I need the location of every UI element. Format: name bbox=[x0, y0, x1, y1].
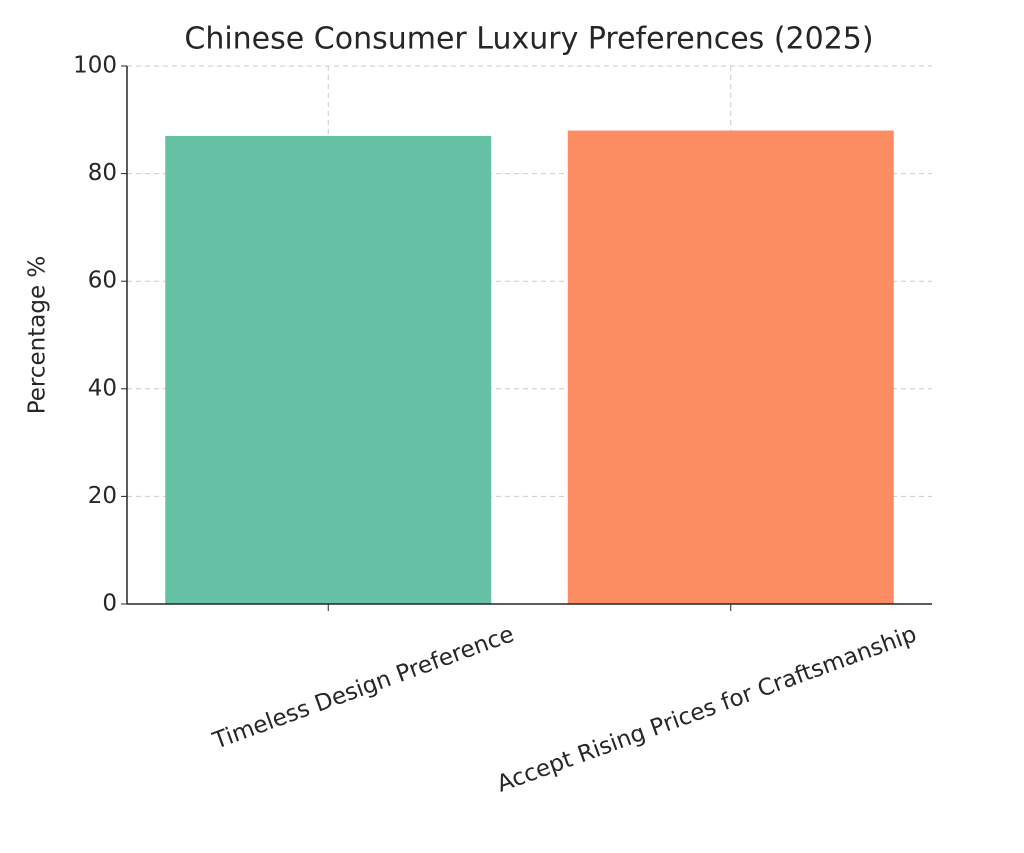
bar bbox=[165, 135, 492, 604]
y-tick-label: 40 bbox=[88, 375, 117, 401]
y-axis-label: Percentage % bbox=[25, 256, 51, 415]
y-tick-label: 0 bbox=[102, 591, 117, 617]
y-tick-label: 80 bbox=[88, 160, 117, 186]
x-tick-label: Accept Rising Prices for Craftsmanship bbox=[494, 621, 920, 797]
x-tick-label: Timeless Design Preference bbox=[209, 621, 518, 755]
bar bbox=[567, 130, 894, 604]
y-tick-label: 100 bbox=[73, 53, 117, 79]
y-tick-label: 60 bbox=[88, 268, 117, 294]
y-tick-label: 20 bbox=[88, 483, 117, 509]
chart-title: Chinese Consumer Luxury Preferences (202… bbox=[184, 22, 873, 57]
